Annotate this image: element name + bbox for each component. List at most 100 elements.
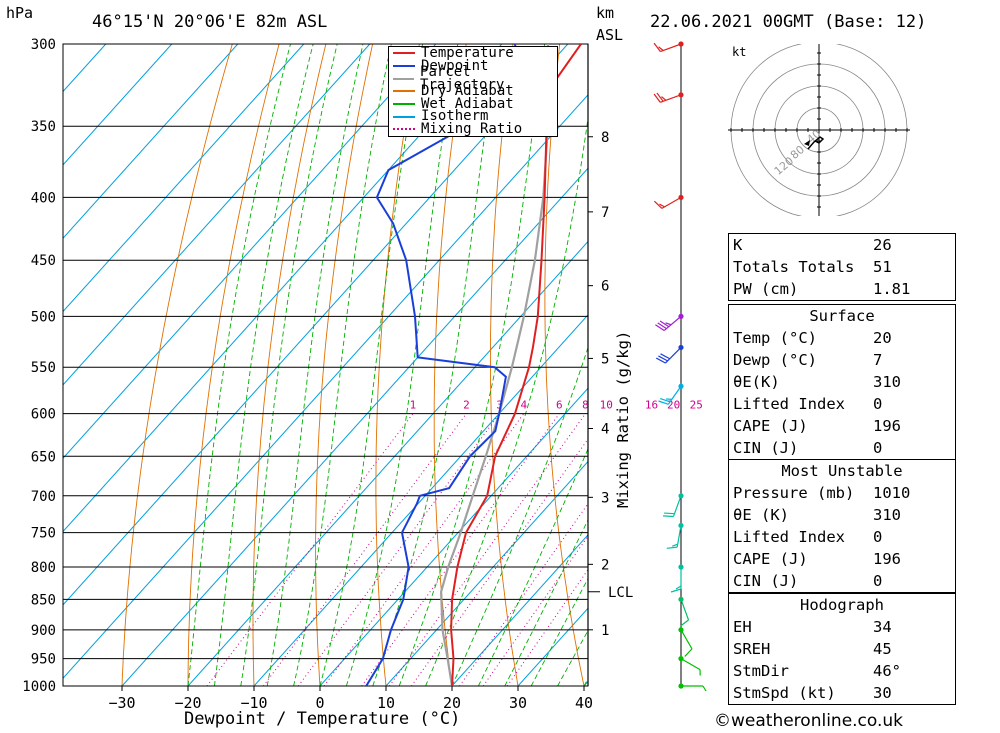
pressure-tick-label: 600 <box>31 407 56 423</box>
pressure-tick-label: 650 <box>31 449 56 465</box>
legend-label: Wet Adiabat <box>421 95 514 112</box>
legend-item: Mixing Ratio <box>389 122 557 136</box>
km-tick-label: 4 <box>601 422 609 438</box>
index-value: 310 <box>873 506 901 524</box>
index-row: PW (cm) 1.81 <box>729 278 955 300</box>
index-key: Totals Totals <box>733 258 855 276</box>
wet-adiabat <box>477 447 588 686</box>
index-row: K 26 <box>729 234 955 256</box>
index-key: EH <box>733 618 752 636</box>
mixing-ratio-line <box>297 413 500 686</box>
index-row: Pressure (mb) 1010 <box>729 482 955 504</box>
index-value: 196 <box>873 417 901 435</box>
index-row: θE(K) 310 <box>729 371 955 393</box>
index-value: 51 <box>873 258 892 276</box>
isotherm-line <box>63 44 239 239</box>
pressure-tick-label: 950 <box>31 652 56 668</box>
index-value: 20 <box>873 329 892 347</box>
km-tick-label: 7 <box>601 205 609 221</box>
index-row: CAPE (J) 196 <box>729 415 955 437</box>
index-row: StmDir 46° <box>729 660 955 682</box>
km-tick-label: 3 <box>601 490 609 506</box>
mixing-ratio-tick-label: 4 <box>521 399 528 412</box>
mixing-ratio-tick-label: 3 <box>496 399 503 412</box>
wind-barb <box>658 383 684 405</box>
isotherm-line <box>63 44 305 313</box>
km-tick-label: 6 <box>601 279 609 295</box>
lcl-label: LCL <box>608 585 633 601</box>
index-value: 0 <box>873 395 883 413</box>
km-tick-label: 8 <box>601 130 609 146</box>
wind-barb <box>670 564 684 593</box>
index-value: 1.81 <box>873 280 911 298</box>
index-value: 34 <box>873 618 892 636</box>
index-value: 46° <box>873 662 901 680</box>
pressure-tick-label: 1000 <box>22 679 56 695</box>
table-title: Hodograph <box>800 596 884 614</box>
mixing-ratio-tick-label: 2 <box>463 399 470 412</box>
index-key: CAPE (J) <box>733 550 808 568</box>
temp-tick-label: −30 <box>108 694 135 712</box>
mixing-ratio-tick-label: 6 <box>556 399 563 412</box>
legend-item: Wet Adiabat <box>389 95 557 112</box>
surface-table: Surface Temp (°C) 20 Dewp (°C) 7 θE(K) 310 Lift… <box>728 304 956 460</box>
temp-tick-label: 0 <box>315 694 324 712</box>
wet-adiabat <box>240 44 338 686</box>
wind-barb <box>678 683 707 692</box>
km-tick-label: 2 <box>601 557 609 573</box>
wind-barb <box>655 344 684 364</box>
mixing-ratio-title: Mixing Ratio (g/kg) <box>614 330 632 508</box>
index-row: SREH 45 <box>729 638 955 660</box>
legend-item: Temperature <box>389 46 557 60</box>
temp-tick-label: 30 <box>509 694 527 712</box>
wet-adiabat <box>504 518 588 686</box>
km-tick-label: 1 <box>601 623 609 639</box>
temp-tick-label: −20 <box>174 694 201 712</box>
index-key: Temp (°C) <box>733 329 817 347</box>
legend-swatch <box>393 128 415 131</box>
pressure-tick-label: 350 <box>31 119 56 135</box>
isotherm-line <box>63 44 371 386</box>
isotherm-line <box>319 387 588 686</box>
wind-barb <box>678 596 690 627</box>
plot-frame <box>62 43 589 687</box>
legend-label: Isotherm <box>421 108 489 125</box>
dry-adiabat <box>252 44 327 686</box>
isotherm-line <box>63 44 437 459</box>
mixing-ratio-line <box>323 413 525 686</box>
temp-tick-label: 10 <box>377 694 395 712</box>
index-key: θE (K) <box>733 506 789 524</box>
index-key: StmDir <box>733 662 789 680</box>
dry-adiabat <box>981 44 1000 686</box>
wind-barb <box>678 627 693 657</box>
index-value: 26 <box>873 236 892 254</box>
legend-swatch <box>393 90 415 93</box>
most-unstable-table: Most Unstable Pressure (mb) 1010 θE (K) 310 L… <box>728 459 956 593</box>
index-row: CAPE (J) 196 <box>729 548 955 570</box>
index-key: Lifted Index <box>733 528 845 546</box>
hodograph-unit: kt <box>732 45 747 59</box>
pressure-tick-label: 500 <box>31 309 56 325</box>
index-row: StmSpd (kt) 30 <box>729 682 955 704</box>
index-row: Lifted Index 0 <box>729 393 955 415</box>
parcel-trajectory-line <box>439 44 550 686</box>
mixing-ratio-tick-label: 8 <box>582 399 589 412</box>
index-row: Temp (°C) 20 <box>729 327 955 349</box>
index-key: Lifted Index <box>733 395 845 413</box>
storm-motion-marker <box>804 140 810 146</box>
mixing-ratio-line <box>262 413 467 686</box>
mixing-ratio-line <box>506 568 588 686</box>
isotherm-line <box>385 460 588 686</box>
legend-swatch <box>393 103 415 106</box>
wet-adiabat <box>266 44 364 686</box>
asl-label: ASL <box>596 26 624 44</box>
footer-credit: ©weatheronline.co.uk <box>714 711 904 731</box>
hodograph-trace <box>807 136 825 150</box>
index-value: 0 <box>873 528 883 546</box>
pressure-tick-label: 300 <box>31 37 56 53</box>
chart-legend: Temperature Dewpoint Parcel Trajectory Dry … <box>388 46 558 137</box>
mixing-ratio-line <box>361 413 560 686</box>
mixing-ratio-tick-label: 10 <box>600 399 613 412</box>
pressure-tick-label: 400 <box>31 190 56 206</box>
isotherm-line <box>63 44 173 166</box>
